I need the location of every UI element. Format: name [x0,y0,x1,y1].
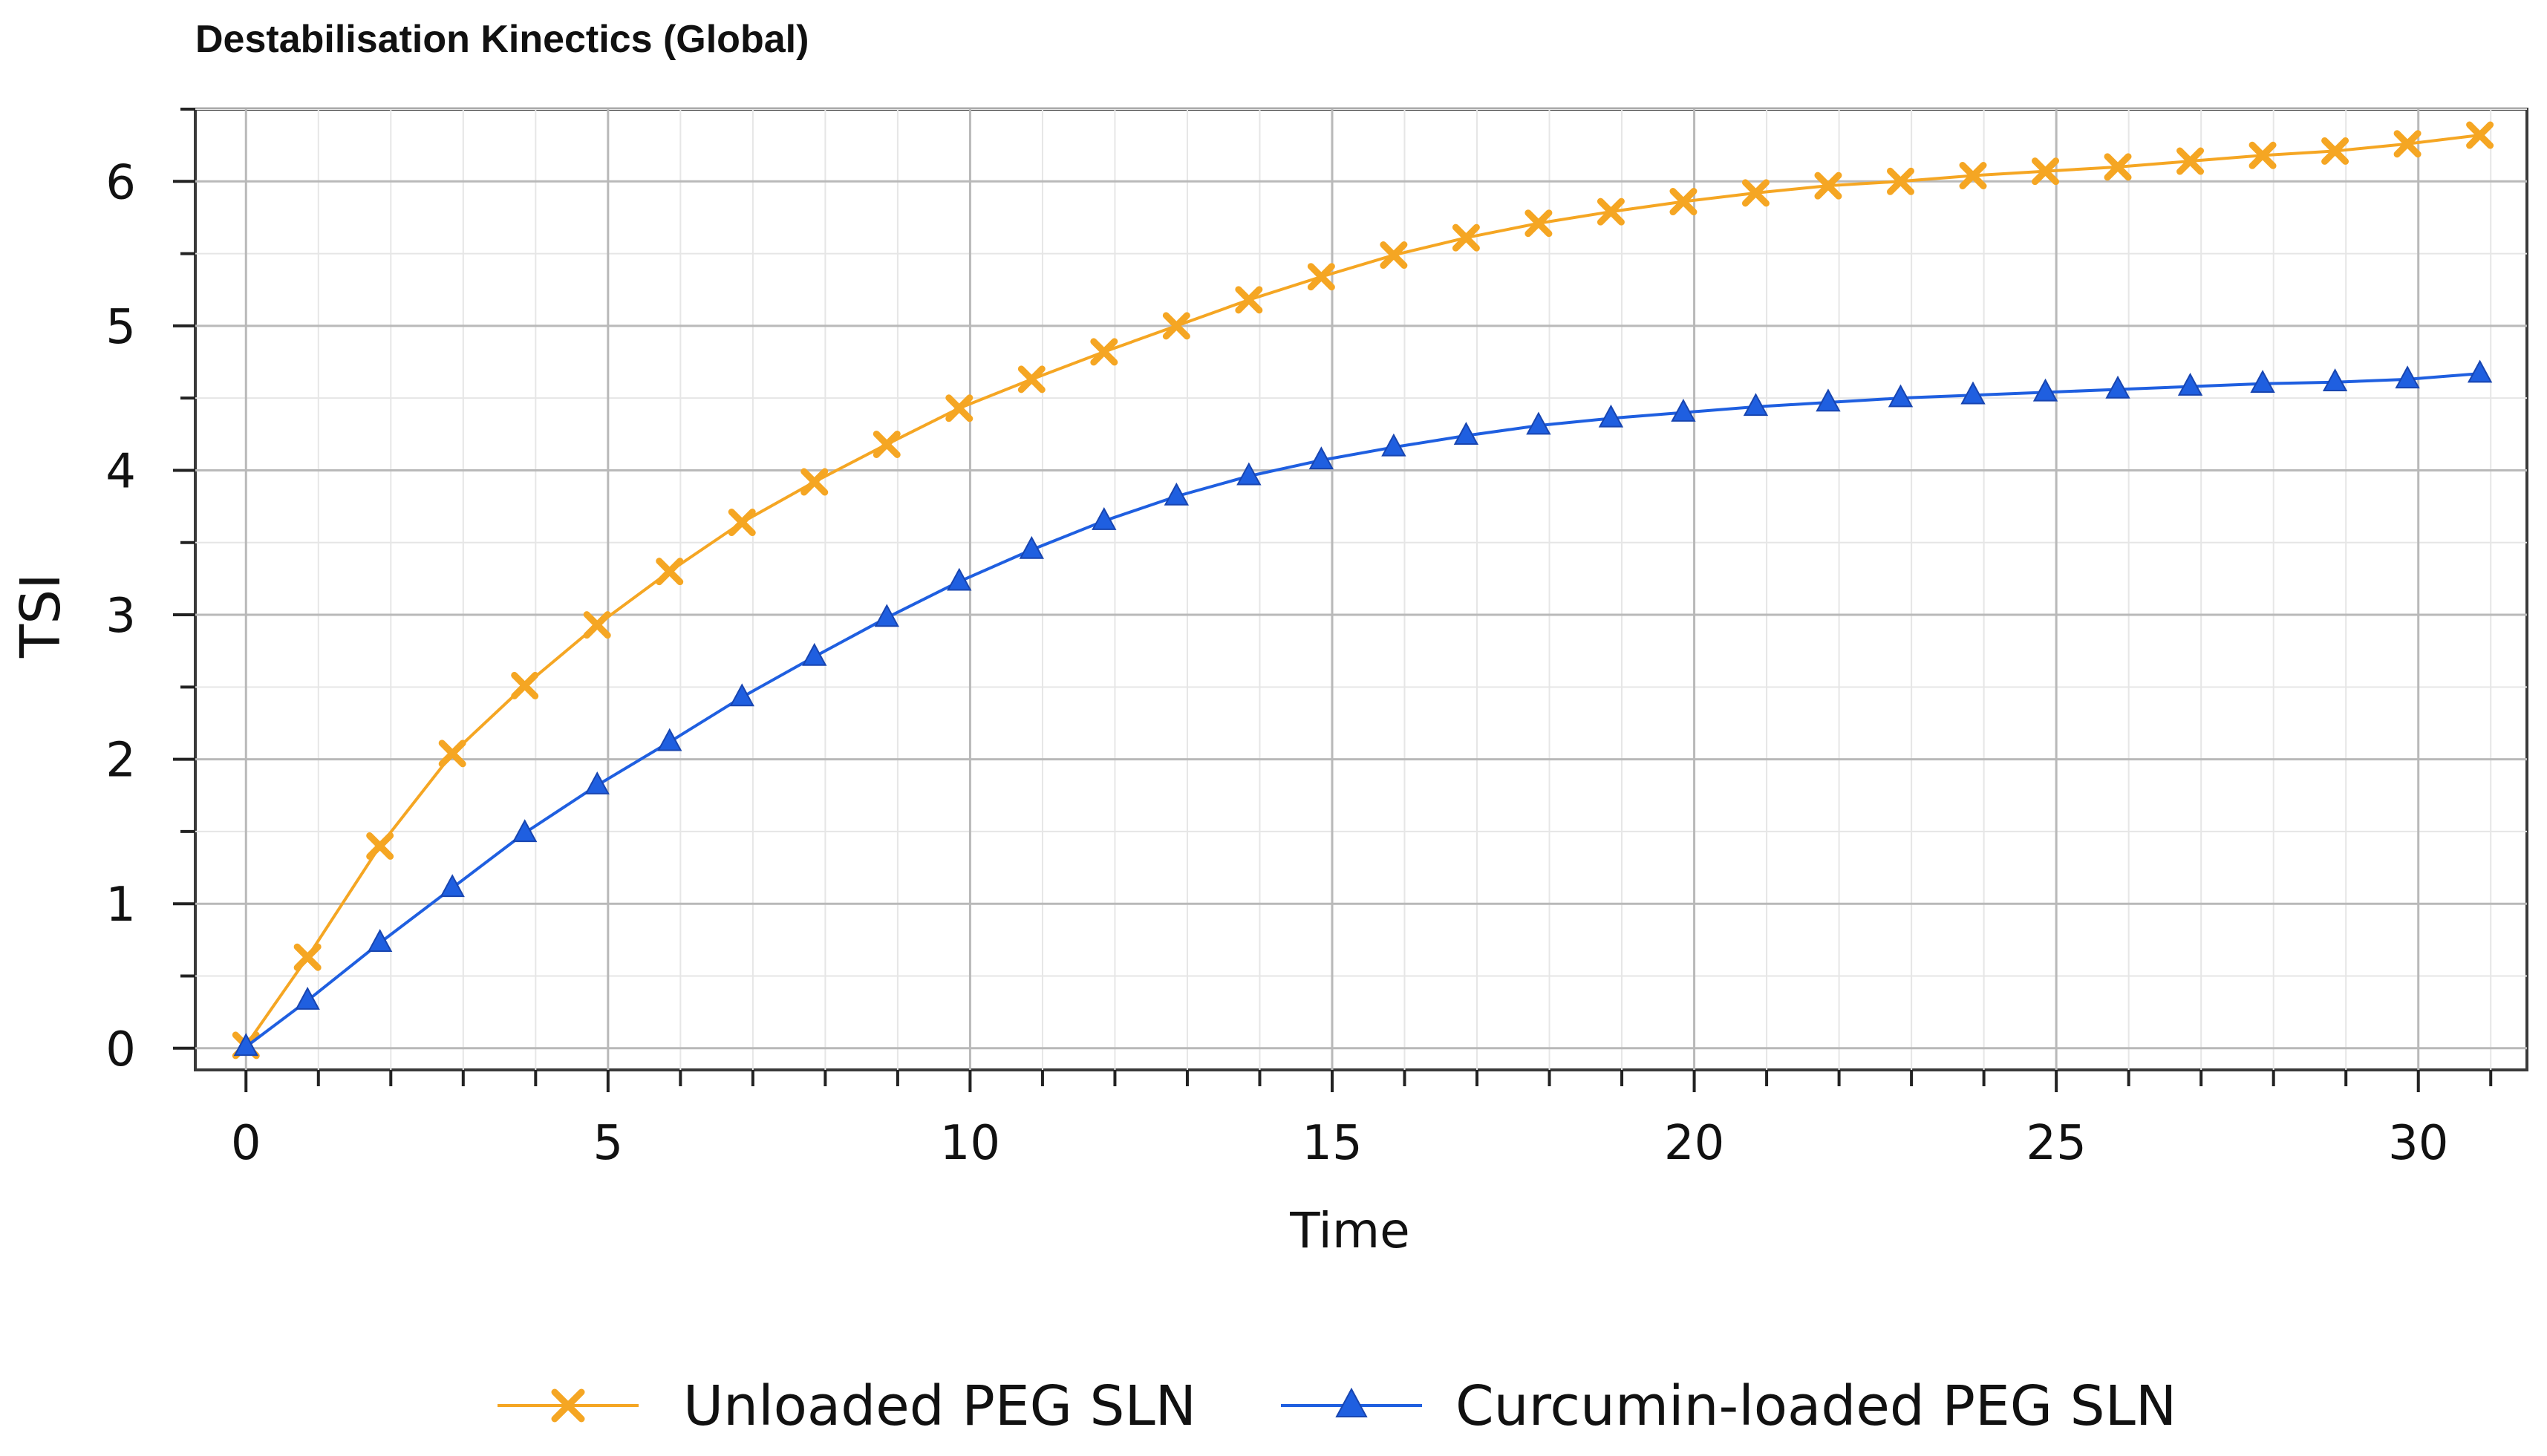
data-point [2104,153,2132,181]
data-point [511,671,539,699]
data-point [802,642,827,666]
data-point [656,558,684,586]
data-point [728,509,756,537]
data-point [729,683,754,707]
legend-marker-x-icon [551,1388,585,1423]
legend-item: Unloaded PEG SLN [498,1374,1196,1438]
y-tick-label: 6 [105,155,136,210]
x-tick-label: 15 [1302,1116,1362,1171]
legend: Unloaded PEG SLN Curcumin-loaded PEG SLN [498,1374,2176,1438]
data-point [2032,378,2058,402]
data-point [1671,399,1696,422]
x-tick-label: 5 [593,1116,623,1171]
data-point [1090,338,1118,366]
data-point [295,986,320,1010]
axis-ticks [173,108,2493,1092]
x-tick-label: 30 [2388,1116,2448,1171]
data-point [1017,365,1046,394]
x-tick-label: 25 [2026,1116,2086,1171]
data-point [1526,411,1551,435]
data-point [1452,223,1480,252]
data-point [1743,393,1769,417]
data-point [1959,162,1987,190]
series-curcumin-loaded-peg-sln [233,359,2493,1057]
legend-label: Unloaded PEG SLN [683,1374,1196,1438]
y-tick-label: 5 [105,300,136,355]
data-point [1380,241,1408,270]
data-point [657,728,682,751]
y-tick-label: 4 [105,444,136,499]
legend-item: Curcumin-loaded PEG SLN [1281,1374,2176,1438]
data-point [1960,381,1986,405]
data-point [1162,312,1190,340]
data-point [800,468,829,496]
y-tick-label: 1 [105,878,136,933]
data-point [1092,506,1117,530]
data-point [945,394,974,422]
data-point [873,430,901,458]
y-axis-label: TSI [9,573,73,659]
series-unloaded-peg-sln [232,121,2494,1060]
data-point [1888,384,1914,408]
y-tick-label: 3 [105,589,136,644]
data-point [1669,188,1698,216]
data-point [1597,197,1625,226]
data-point [1741,179,1770,207]
data-point [1886,167,1914,195]
x-tick-label: 0 [231,1116,261,1171]
data-point [1164,482,1190,506]
minor-grid [195,108,2527,1070]
x-tick-label: 20 [1664,1116,1724,1171]
data-point [2250,370,2275,393]
legend-marker-triangle-icon [1335,1387,1368,1417]
data-point [366,832,394,860]
data-point [2032,157,2060,186]
series-layer [232,121,2494,1060]
data-point [2395,365,2420,389]
data-point [1235,286,1263,314]
data-point [584,771,610,794]
data-point [293,943,322,971]
data-point [2393,130,2422,158]
data-point [1307,263,1335,291]
data-point [2177,373,2203,396]
data-point [1524,209,1553,238]
data-point [367,929,393,953]
x-axis-label: Time [1289,1202,1410,1259]
x-tick-label: 10 [940,1116,1000,1171]
y-tick-labels: 0 1 2 3 4 5 6 [105,155,136,1077]
data-point [512,819,538,843]
data-point [2467,359,2493,383]
data-point [233,1033,258,1057]
series-line [245,372,2480,1048]
data-point [1019,535,1044,559]
x-tick-labels: 0 5 10 15 20 25 30 [231,1116,2449,1171]
legend-label: Curcumin-loaded PEG SLN [1455,1374,2176,1438]
data-point [947,567,972,591]
data-point [2105,375,2130,399]
data-point [874,604,899,627]
data-point [2248,141,2277,169]
chart-title: Destabilisation Kinectics (Global) [195,18,809,61]
y-tick-label: 2 [105,734,136,789]
data-point [1814,172,1842,200]
data-point [2321,137,2349,165]
data-point [1308,446,1334,470]
data-point [2176,147,2205,175]
data-point [1236,462,1262,486]
data-point [1598,404,1624,428]
data-point [1453,422,1479,445]
data-point [440,874,465,898]
data-point [1816,388,1841,412]
data-point [438,740,466,768]
data-point [2466,121,2494,149]
data-point [1381,433,1406,457]
y-tick-label: 0 [105,1022,136,1077]
data-point [583,611,611,639]
plot-area [194,108,2528,1071]
data-point [2322,368,2348,392]
